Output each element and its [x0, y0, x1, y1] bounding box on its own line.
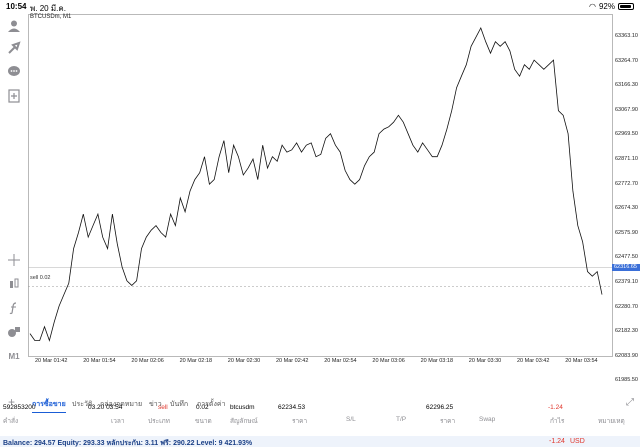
- time-tick-label: 20 Mar 02:30: [227, 358, 261, 364]
- price-tick-label: 63166.30: [615, 82, 638, 89]
- price-axis: [612, 14, 640, 357]
- col-type: ประเภท: [148, 418, 170, 425]
- row-cell-order: 592853200: [3, 404, 36, 411]
- col-swap: Swap: [479, 416, 496, 423]
- time-tick-label: 20 Mar 02:42: [276, 358, 309, 364]
- table-header: คำสั่ง เวลา ประเภท ขนาด สัญลักษณ์ ราคา S…: [0, 416, 640, 426]
- expand-icon[interactable]: ⤢: [626, 397, 634, 408]
- sell-line-label: sell 0.02: [30, 275, 51, 281]
- price-tick-label: 62083.90: [615, 352, 638, 359]
- chart-symbol-label: BTCUSDm, M1: [30, 14, 72, 20]
- time-tick-label: 20 Mar 01:42: [35, 358, 68, 364]
- status-date: พ. 20 มี.ค.: [30, 4, 66, 13]
- battery-percent: 92%: [598, 2, 615, 11]
- profile-icon[interactable]: [4, 16, 24, 36]
- time-tick-label: 20 Mar 03:18: [420, 358, 454, 364]
- current-price-tag: 62316.65: [612, 264, 640, 272]
- chat-icon[interactable]: [4, 62, 24, 82]
- time-tick-label: 20 Mar 02:54: [324, 358, 357, 364]
- row-cell-profit: -1.24: [548, 404, 563, 411]
- tab-journal[interactable]: บันทึก: [170, 401, 189, 408]
- price-tick-label: 62969.50: [615, 131, 638, 138]
- time-tick-label: 20 Mar 03:54: [565, 358, 598, 364]
- left-toolbar: M1: [0, 14, 28, 394]
- row-cell-type: sell: [158, 404, 168, 411]
- price-tick-label: 62871.10: [615, 156, 638, 162]
- tab-history[interactable]: ประวัติ: [72, 401, 93, 408]
- price-tick-label: 62379.10: [615, 279, 638, 285]
- status-right: ◠ 92%: [589, 2, 634, 11]
- timeframe-button[interactable]: M1: [8, 351, 20, 361]
- time-tick-label: 20 Mar 02:06: [131, 358, 164, 364]
- time-tick-label: 20 Mar 03:42: [517, 358, 550, 364]
- time-tick-label: 20 Mar 03:30: [468, 358, 502, 364]
- col-profit: กำไร: [550, 418, 565, 425]
- tab-news[interactable]: ข่าว: [149, 401, 162, 408]
- formula-icon[interactable]: [4, 298, 24, 318]
- status-time: 10:54: [6, 2, 27, 11]
- balance-summary: Balance: 294.57 Equity: 293.33 หลักประกั…: [3, 440, 253, 447]
- row-cell-symbol: btcusdm: [230, 404, 255, 411]
- battery-fill: [620, 5, 632, 8]
- battery-icon: [618, 3, 634, 10]
- price-tick-label: 62182.30: [615, 328, 638, 335]
- add-trade-icon[interactable]: [4, 38, 24, 58]
- price-tick-label: 63363.10: [615, 33, 638, 39]
- price-tick-label: 61985.50: [615, 377, 638, 384]
- tab-settings[interactable]: การตั้งค่า: [197, 401, 226, 408]
- currency-label: USD: [570, 438, 585, 445]
- account-summary-bar: Balance: 294.57 Equity: 293.33 หลักประกั…: [0, 436, 640, 447]
- time-tick-label: 20 Mar 03:06: [372, 358, 405, 364]
- row-cell-volume: 0.02: [196, 404, 209, 411]
- price-tick-label: 62575.90: [615, 229, 638, 236]
- price-tick-label: 62280.70: [615, 303, 638, 310]
- price-tick-label: 63067.90: [615, 106, 638, 113]
- price-tick-label: 62477.50: [615, 254, 638, 261]
- price-series-line: [29, 27, 603, 342]
- tab-mailbox[interactable]: กล่องจดหมาย: [100, 401, 143, 408]
- indicators-icon[interactable]: [4, 274, 24, 294]
- col-volume: ขนาด: [195, 418, 212, 425]
- objects-icon[interactable]: [4, 322, 24, 342]
- new-order-icon[interactable]: [4, 86, 24, 106]
- time-tick-label: 20 Mar 01:54: [83, 358, 116, 364]
- col-comment: หมายเหตุ: [598, 418, 625, 425]
- chart-area[interactable]: [28, 14, 612, 357]
- col-time: เวลา: [111, 418, 125, 425]
- col-symbol: สัญลักษณ์: [230, 418, 258, 425]
- row-cell-time: 03.20 03:54: [88, 404, 123, 411]
- price-tick-label: 62674.30: [615, 205, 638, 212]
- col-order: คำสั่ง: [3, 418, 19, 425]
- col-open-price: ราคา: [292, 418, 308, 425]
- row-cell-price: 62296.25: [426, 404, 454, 411]
- row-cell-open-price: 62234.53: [278, 404, 306, 411]
- price-tick-label: 62772.70: [615, 180, 638, 187]
- status-bar: 10:54 พ. 20 มี.ค. ◠ 92%: [0, 0, 640, 14]
- col-price: ราคา: [440, 418, 456, 425]
- add-icon[interactable]: +: [8, 395, 16, 409]
- price-tick-label: 63264.70: [615, 57, 638, 64]
- crosshair-icon[interactable]: [4, 250, 24, 270]
- wifi-icon: ◠: [589, 2, 596, 11]
- col-tp: T/P: [396, 416, 407, 423]
- bottom-tabs: + การซื้อขาย ประวัติ กล่องจดหมาย ข่าว บั…: [0, 395, 640, 413]
- total-profit: -1.24: [549, 438, 565, 445]
- time-tick-label: 20 Mar 02:18: [179, 358, 213, 364]
- tab-trade[interactable]: การซื้อขาย: [32, 401, 66, 413]
- col-sl: S/L: [346, 416, 356, 423]
